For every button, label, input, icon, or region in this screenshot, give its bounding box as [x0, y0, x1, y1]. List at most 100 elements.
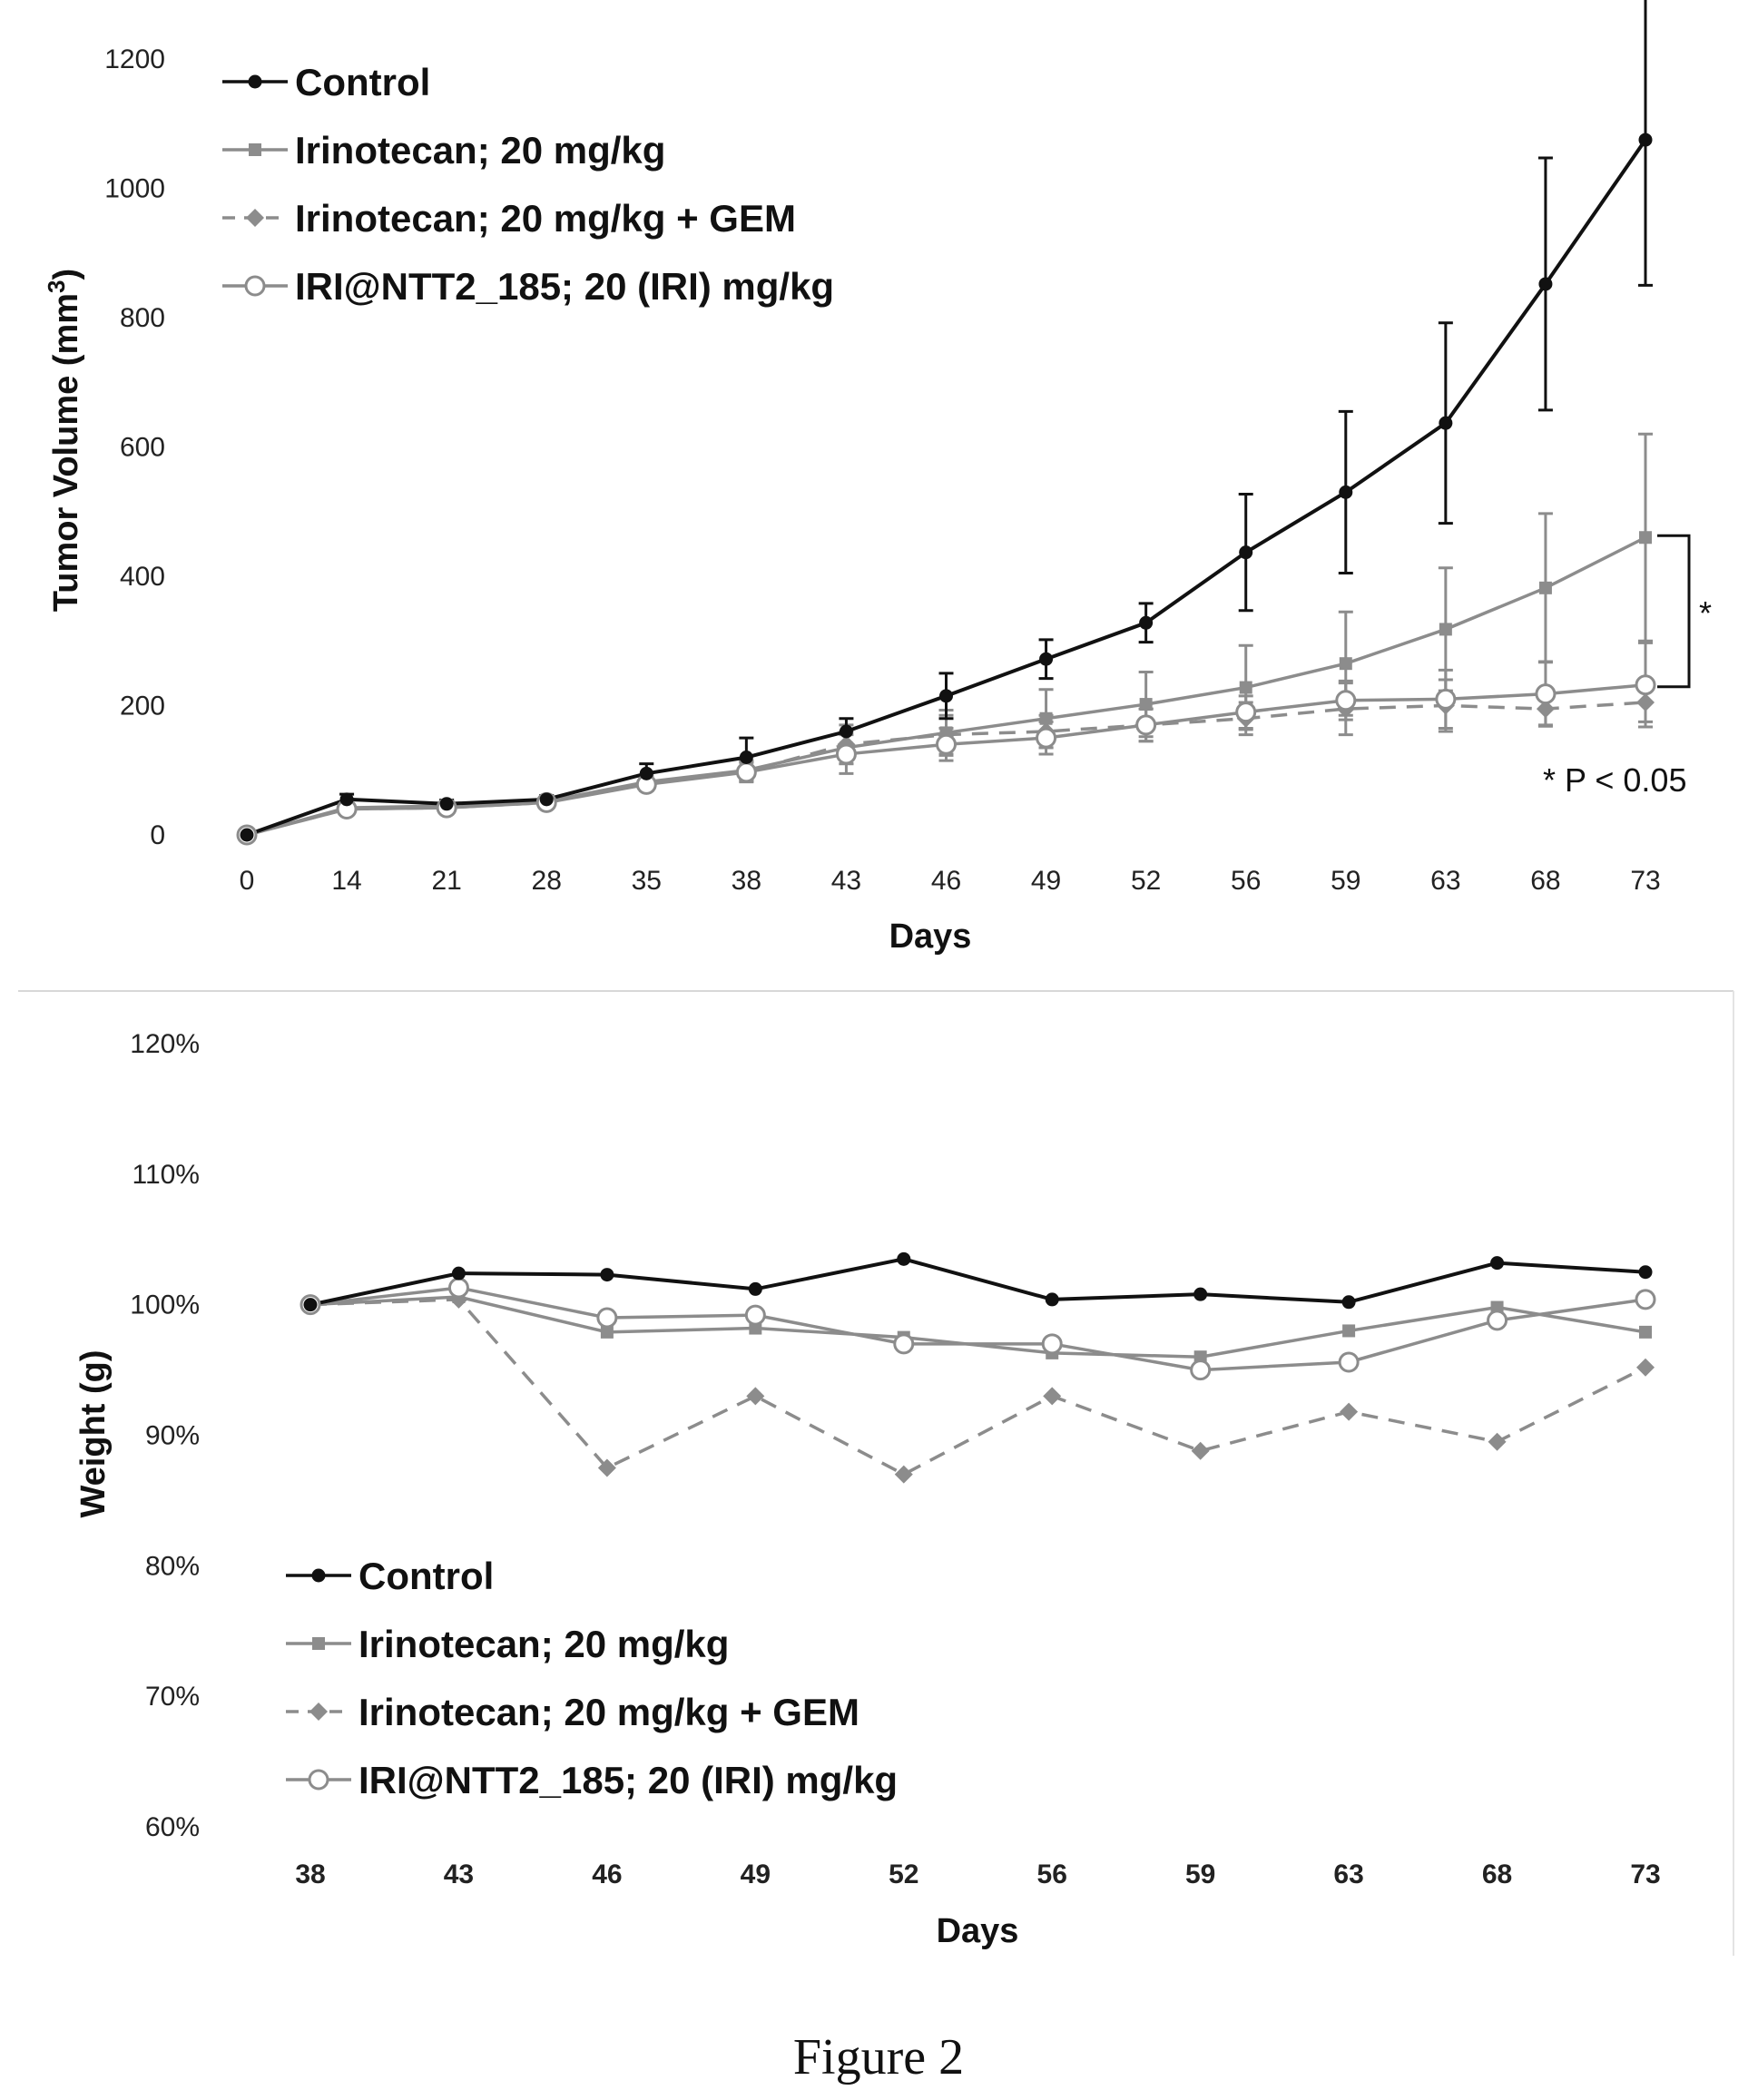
y-tick-label: 90% [145, 1421, 200, 1451]
x-tick-label: 0 [240, 866, 255, 896]
tumor-volume-y-axis: 0 200 400 600 800 1000 1200 [104, 44, 165, 850]
x-tick-label: 28 [532, 866, 562, 896]
data-point-control [1341, 1295, 1356, 1310]
y-tick-label: 120% [130, 1029, 200, 1059]
data-point-control [1045, 1292, 1059, 1307]
legend-label: IRI@NTT2_185; 20 (IRI) mg/kg [358, 1759, 898, 1801]
significance-star: * [1699, 594, 1712, 632]
data-point-irinotecan-20-mg-kg [1538, 581, 1552, 594]
series-line-control [309, 1257, 1646, 1307]
data-point-iri-ntt2-185-20-iri-mg-kg [1041, 1333, 1063, 1355]
data-point-irinotecan-20-mg-kg-gem [1043, 1387, 1062, 1406]
y-tick-label: 100% [130, 1290, 200, 1320]
data-point-control [897, 1251, 911, 1266]
x-tick-label: 68 [1530, 866, 1560, 896]
y-tick-label: 60% [145, 1812, 200, 1842]
x-tick-label: 43 [831, 866, 861, 896]
y-tick-label: 0 [150, 820, 165, 850]
data-point-control [240, 828, 254, 842]
data-point-iri-ntt2-185-20-iri-mg-kg [1335, 690, 1357, 711]
tumor-volume-y-axis-title: Tumor Volume (mm3) [43, 269, 85, 612]
x-tick-label: 56 [1231, 866, 1261, 896]
data-point-iri-ntt2-185-20-iri-mg-kg [835, 743, 857, 765]
data-point-control [600, 1268, 614, 1282]
data-point-iri-ntt2-185-20-iri-mg-kg [1535, 683, 1557, 705]
data-point-irinotecan-20-mg-kg [1439, 623, 1452, 636]
x-tick-label: 46 [931, 866, 961, 896]
legend-marker-irinotecan-20-mg-kg-gem [246, 209, 264, 227]
x-tick-label: 52 [889, 1860, 918, 1889]
data-point-control [1239, 545, 1253, 560]
x-tick-label: 59 [1331, 866, 1360, 896]
data-point-iri-ntt2-185-20-iri-mg-kg [1338, 1351, 1360, 1373]
data-point-iri-ntt2-185-20-iri-mg-kg [1635, 1289, 1656, 1310]
data-point-irinotecan-20-mg-kg-gem [1636, 692, 1655, 711]
figure-caption: Figure 2 [793, 2029, 964, 2085]
data-point-irinotecan-20-mg-kg-gem [1340, 1402, 1359, 1421]
series-line-irinotecan-20-mg-kg-gem [309, 1298, 1646, 1477]
weight-series-lines [309, 1257, 1646, 1477]
data-point-control [539, 792, 554, 807]
data-point-iri-ntt2-185-20-iri-mg-kg [735, 761, 757, 783]
weight-x-axis-title: Days [937, 1912, 1019, 1950]
y-tick-label: 800 [120, 303, 165, 333]
legend-marker-irinotecan-20-mg-kg [312, 1637, 325, 1650]
y-tick-label: 1200 [104, 44, 165, 74]
data-point-control [1538, 277, 1553, 291]
data-point-irinotecan-20-mg-kg-gem [1636, 1358, 1655, 1377]
legend-marker-iri-ntt2-185-20-iri-mg-kg [244, 275, 266, 297]
x-tick-label: 49 [1031, 866, 1061, 896]
legend-label: Irinotecan; 20 mg/kg [358, 1623, 729, 1665]
data-point-iri-ntt2-185-20-iri-mg-kg [936, 733, 957, 755]
legend-label: IRI@NTT2_185; 20 (IRI) mg/kg [295, 265, 834, 308]
legend-label: Irinotecan; 20 mg/kg [295, 129, 665, 172]
y-tick-label: 70% [145, 1682, 200, 1712]
bracket-line [1657, 534, 1691, 689]
data-point-irinotecan-20-mg-kg [1339, 657, 1352, 671]
x-tick-label: 46 [592, 1860, 622, 1889]
y-tick-label: 200 [120, 692, 165, 721]
tumor-volume-x-axis-title: Days [889, 918, 972, 956]
tumor-volume-legend: Control Irinotecan; 20 mg/kg Irinotecan; 2… [222, 61, 834, 308]
data-point-control [839, 724, 853, 739]
data-point-control [451, 1266, 466, 1281]
tumor-volume-markers [236, 132, 1656, 846]
y-tick-label: 110% [132, 1160, 200, 1190]
data-point-control [1339, 485, 1353, 499]
data-point-iri-ntt2-185-20-iri-mg-kg [1190, 1359, 1212, 1381]
x-tick-label: 63 [1430, 866, 1460, 896]
data-point-irinotecan-20-mg-kg [1239, 681, 1252, 694]
weight-legend: Control Irinotecan; 20 mg/kg Irinotecan; 2… [286, 1555, 898, 1801]
data-point-control [439, 797, 454, 811]
legend-marker-iri-ntt2-185-20-iri-mg-kg [308, 1769, 329, 1791]
x-tick-label: 38 [295, 1860, 325, 1889]
data-point-irinotecan-20-mg-kg-gem [1536, 700, 1555, 719]
y-tick-label: 400 [120, 562, 165, 592]
data-point-iri-ntt2-185-20-iri-mg-kg [893, 1333, 915, 1355]
data-point-irinotecan-20-mg-kg [1139, 698, 1153, 711]
data-point-control [1638, 1265, 1653, 1280]
x-tick-label: 63 [1333, 1860, 1363, 1889]
data-point-irinotecan-20-mg-kg [600, 1325, 614, 1339]
data-point-iri-ntt2-185-20-iri-mg-kg [1235, 702, 1257, 723]
data-point-control [1039, 652, 1054, 666]
x-tick-label: 14 [331, 866, 361, 896]
data-point-irinotecan-20-mg-kg-gem [1488, 1432, 1507, 1451]
x-tick-label: 56 [1037, 1860, 1067, 1889]
legend-marker-irinotecan-20-mg-kg [249, 143, 261, 156]
x-tick-label: 49 [741, 1860, 771, 1889]
tumor-volume-x-axis: 0 14 21 28 35 38 43 46 49 52 56 59 63 68 73 [240, 866, 1661, 896]
data-point-control [1638, 132, 1653, 147]
data-point-irinotecan-20-mg-kg-gem [1191, 1441, 1210, 1460]
tumor-volume-chart: 0 200 400 600 800 1000 1200 0 14 21 28 35 38 43 46 49 5… [43, 0, 1712, 956]
p-value-note: * P < 0.05 [1543, 761, 1686, 799]
x-tick-label: 52 [1131, 866, 1161, 896]
weight-y-axis: 60% 70% 80% 90% 100% 110% 120% [130, 1029, 200, 1842]
data-point-control [739, 751, 753, 764]
x-tick-label: 35 [632, 866, 662, 896]
data-point-irinotecan-20-mg-kg-gem [746, 1387, 765, 1406]
x-tick-label: 73 [1630, 1860, 1660, 1889]
data-point-control [339, 792, 354, 807]
x-tick-label: 59 [1185, 1860, 1215, 1889]
